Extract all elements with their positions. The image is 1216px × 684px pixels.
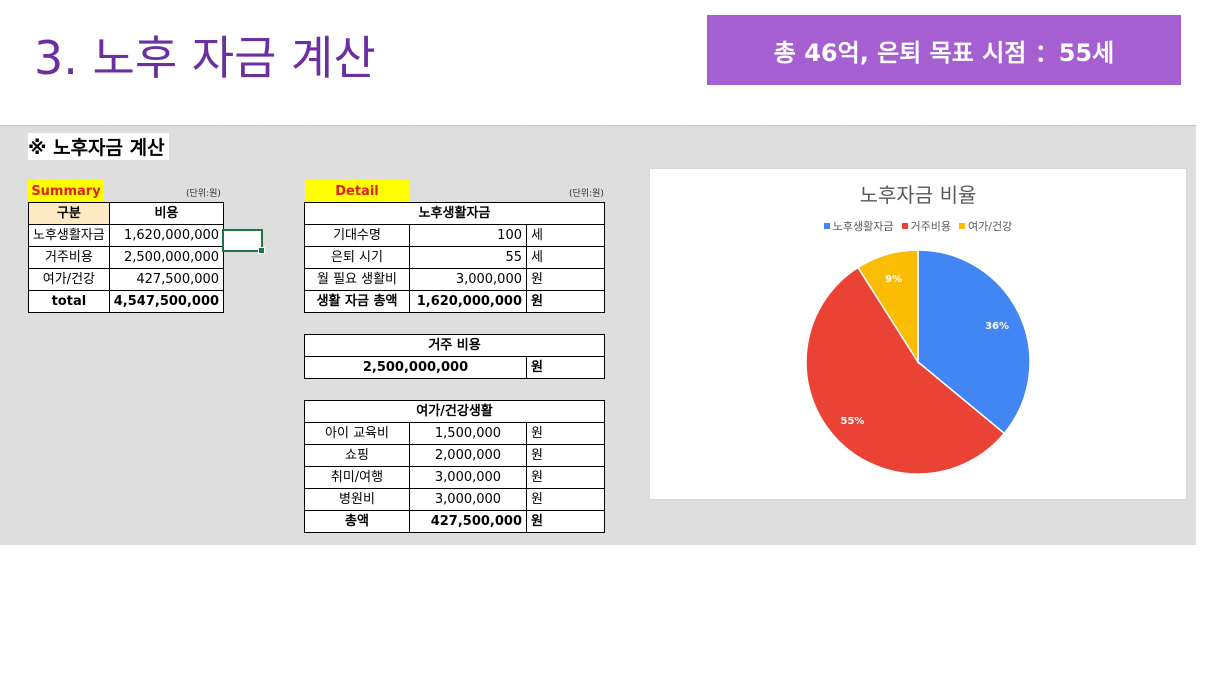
table-row: 병원비 3,000,000 원: [304, 488, 605, 511]
legend-label: 여가/건강: [968, 220, 1013, 233]
column-line: [605, 125, 606, 545]
column-line: [105, 125, 106, 545]
leisure-total-row: 총액 427,500,000 원: [304, 510, 605, 533]
detail-unit: (단위:원): [569, 189, 604, 199]
column-line: [222, 125, 223, 545]
housing-title-row: 거주 비용: [304, 334, 605, 357]
leisure-total-value: 427,500,000: [409, 510, 527, 533]
summary-value: 2,500,000,000: [108, 246, 225, 269]
detail-unit-cell: 세: [526, 246, 605, 269]
selected-cell[interactable]: [222, 229, 265, 254]
leisure-title: 여가/건강생활: [304, 400, 605, 423]
leisure-label: 취미/여행: [304, 466, 410, 489]
legend-label: 거주비용: [910, 220, 952, 233]
living-cost-title-row: 노후생활자금: [304, 202, 605, 225]
summary-table: 구분 비용 노후생활자금 1,620,000,000 거주비용 2,500,00…: [28, 202, 225, 313]
summary-label: 노후생활자금: [28, 224, 110, 247]
housing-cost-table: 거주 비용 2,500,000,000 원: [304, 334, 605, 379]
living-total-label: 생활 자금 총액: [304, 290, 410, 313]
table-row: 쇼핑 2,000,000 원: [304, 444, 605, 467]
leisure-label: 병원비: [304, 488, 410, 511]
leisure-unit-cell: 원: [526, 466, 605, 489]
column-line: [262, 125, 263, 545]
summary-header-row: 구분 비용: [28, 202, 225, 225]
living-cost-total-row: 생활 자금 총액 1,620,000,000 원: [304, 290, 605, 313]
leisure-unit-cell: 원: [526, 444, 605, 467]
pie-data-label: 55%: [841, 416, 865, 427]
legend-label: 노후생활자금: [832, 220, 894, 233]
detail-unit-cell: 세: [526, 224, 605, 247]
detail-value: 100: [409, 224, 527, 247]
summary-header-category: 구분: [28, 202, 110, 225]
summary-total-label: total: [28, 290, 110, 313]
leisure-value: 2,000,000: [409, 444, 527, 467]
slide-title: 3. 노후 자금 계산: [34, 31, 376, 85]
summary-header-cost: 비용: [108, 202, 225, 225]
legend-swatch: [901, 223, 908, 229]
pie-data-label: 9%: [885, 274, 902, 285]
leisure-label: 쇼핑: [304, 444, 410, 467]
detail-value: 55: [409, 246, 527, 269]
detail-value: 3,000,000: [409, 268, 527, 291]
pie-slice[interactable]: [917, 249, 1031, 435]
housing-value: 2,500,000,000: [304, 356, 527, 379]
housing-value-row: 2,500,000,000 원: [304, 356, 605, 379]
living-total-unit: 원: [526, 290, 605, 313]
living-cost-table: 노후생활자금 기대수명 100 세 은퇴 시기 55 세 월 필요 생활비 3,…: [304, 202, 605, 313]
summary-value: 427,500,000: [108, 268, 225, 291]
living-total-value: 1,620,000,000: [409, 290, 527, 313]
pie-slice[interactable]: [805, 266, 1006, 475]
table-row: 취미/여행 3,000,000 원: [304, 466, 605, 489]
summary-value: 1,620,000,000: [108, 224, 225, 247]
chart-legend: 노후생활자금 거주비용 여가/건강: [650, 218, 1186, 234]
table-row: 월 필요 생활비 3,000,000 원: [304, 268, 605, 291]
sheet-heading: ※ 노후자금 계산: [28, 133, 169, 160]
leisure-label: 아이 교육비: [304, 422, 410, 445]
detail-label: 월 필요 생활비: [304, 268, 410, 291]
leisure-value: 1,500,000: [409, 422, 527, 445]
summary-tag: Summary: [28, 180, 104, 202]
table-row: 노후생활자금 1,620,000,000: [28, 224, 225, 247]
table-row: 여가/건강 427,500,000: [28, 268, 225, 291]
leisure-total-unit: 원: [526, 510, 605, 533]
leisure-health-table: 여가/건강생활 아이 교육비 1,500,000 원 쇼핑 2,000,000 …: [304, 400, 605, 533]
summary-total-value: 4,547,500,000: [108, 290, 225, 313]
leisure-total-label: 총액: [304, 510, 410, 533]
leisure-unit-cell: 원: [526, 488, 605, 511]
legend-item[interactable]: 거주비용: [901, 218, 952, 234]
summary-unit: (단위:원): [186, 189, 221, 199]
detail-tag: Detail: [305, 180, 409, 202]
table-row: 은퇴 시기 55 세: [304, 246, 605, 269]
summary-label: 여가/건강: [28, 268, 110, 291]
housing-unit: 원: [526, 356, 605, 379]
summary-label: 거주비용: [28, 246, 110, 269]
legend-item[interactable]: 노후생활자금: [823, 218, 894, 234]
detail-unit-cell: 원: [526, 268, 605, 291]
table-row: 아이 교육비 1,500,000 원: [304, 422, 605, 445]
sheet-border: [0, 125, 1196, 126]
living-cost-title: 노후생활자금: [304, 202, 605, 225]
pie-slice[interactable]: [856, 249, 919, 365]
goal-badge: 총 46억, 은퇴 목표 시점 ：55세: [707, 15, 1181, 85]
legend-swatch: [823, 223, 830, 229]
summary-total-row: total 4,547,500,000: [28, 290, 225, 313]
leisure-value: 3,000,000: [409, 466, 527, 489]
housing-title: 거주 비용: [304, 334, 605, 357]
detail-label: 은퇴 시기: [304, 246, 410, 269]
pie-plot: 36% 55% 9%: [805, 249, 1031, 475]
table-row: 기대수명 100 세: [304, 224, 605, 247]
pie-chart[interactable]: 노후자금 비율 노후생활자금 거주비용 여가/건강 36% 55% 9%: [649, 168, 1187, 500]
leisure-value: 3,000,000: [409, 488, 527, 511]
pie-data-label: 36%: [985, 321, 1009, 332]
leisure-title-row: 여가/건강생활: [304, 400, 605, 423]
detail-label: 기대수명: [304, 224, 410, 247]
leisure-unit-cell: 원: [526, 422, 605, 445]
legend-swatch: [959, 223, 966, 229]
chart-title: 노후자금 비율: [859, 183, 977, 207]
table-row: 거주비용 2,500,000,000: [28, 246, 225, 269]
legend-item[interactable]: 여가/건강: [959, 218, 1012, 234]
